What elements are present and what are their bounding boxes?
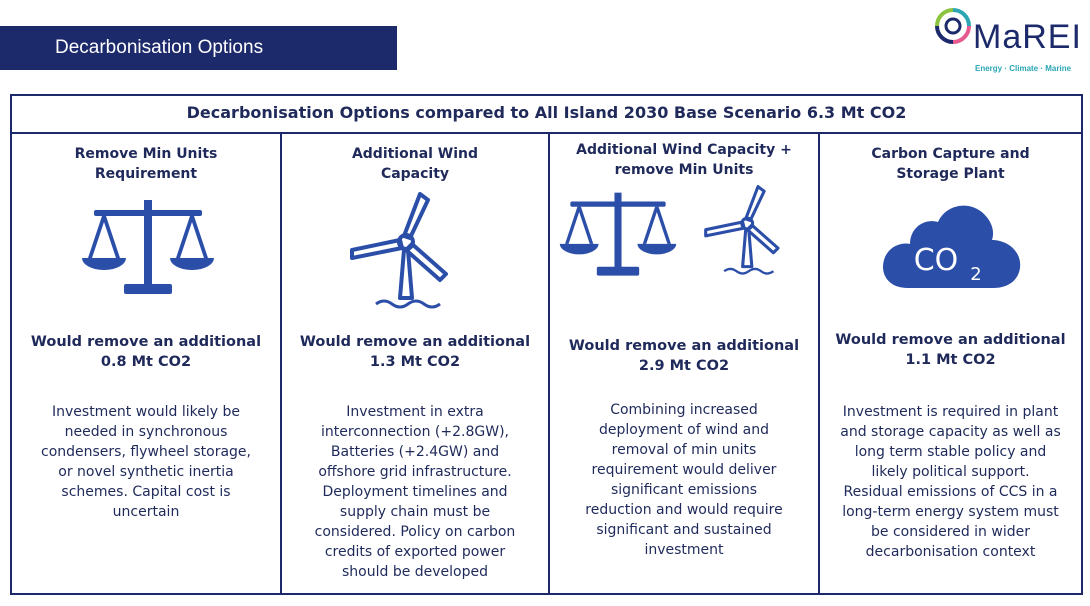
option-desc-line: long-term energy system must (842, 504, 1059, 520)
logo-mark-icon (935, 8, 971, 44)
option-desc-line: condensers, flywheel storage, (41, 444, 251, 460)
option-additional-wind: Additional Wind Capacity Would remove an… (280, 134, 548, 595)
option-desc-line: offshore grid infrastructure. (318, 464, 512, 480)
wind-turbine-icon (704, 185, 780, 275)
option-desc-line: long term stable policy and (854, 444, 1047, 460)
option-desc-line: deployment of wind and (598, 422, 770, 438)
option-desc-line: be considered in wider (871, 524, 1030, 540)
option-desc-line: interconnection (+2.8GW), (321, 424, 509, 440)
option-description: Investment would likely be needed in syn… (18, 402, 274, 522)
option-desc-line: Batteries (+2.4GW) and (330, 444, 500, 460)
option-desc-line: supply chain must be (339, 504, 491, 520)
option-description: Investment in extra interconnection (+2.… (288, 402, 542, 582)
option-title: Additional Wind Capacity (282, 144, 548, 184)
option-title: Additional Wind Capacity + remove Min Un… (550, 140, 818, 180)
option-desc-line: and storage capacity as well as (840, 424, 1061, 440)
panel-header: Decarbonisation Options compared to All … (12, 96, 1081, 134)
option-desc-line: credits of exported power (324, 544, 506, 560)
option-desc-line: Residual emissions of CCS in a (843, 484, 1058, 500)
option-desc-line: Investment would likely be (52, 404, 240, 420)
option-desc-line: requirement would deliver (591, 462, 777, 478)
scales-icon (82, 200, 214, 294)
option-remove-min-units: Remove Min Units Requirement Would remov… (12, 134, 280, 595)
option-desc-line: reduction and would require (585, 502, 783, 518)
option-result-line: Would remove an additional (568, 338, 800, 354)
option-desc-line: Investment is required in plant (842, 404, 1059, 420)
option-result: Would remove an additional 0.8 Mt CO2 (12, 332, 280, 372)
option-title-line: remove Min Units (614, 162, 754, 178)
option-result-line: Would remove an additional (299, 334, 531, 350)
option-title: Remove Min Units Requirement (12, 144, 280, 184)
option-desc-line: should be developed (341, 564, 489, 580)
option-result: Would remove an additional 2.9 Mt CO2 (550, 336, 818, 376)
option-desc-line: needed in synchronous (64, 424, 228, 440)
slide-title: Decarbonisation Options (0, 26, 397, 70)
option-desc-line: likely political support. (871, 464, 1030, 480)
option-result-line: 1.1 Mt CO2 (905, 352, 996, 368)
option-desc-line: Combining increased (610, 402, 758, 418)
option-description: Combining increased deployment of wind a… (556, 400, 812, 560)
option-wind-and-min-units: Additional Wind Capacity + remove Min Un… (548, 134, 818, 595)
option-result: Would remove an additional 1.3 Mt CO2 (282, 332, 548, 372)
option-desc-line: removal of min units (611, 442, 757, 458)
option-desc-line: decarbonisation context (865, 544, 1036, 560)
option-title-line: Requirement (94, 166, 198, 182)
option-desc-line: considered. Policy on carbon (314, 524, 516, 540)
option-result: Would remove an additional 1.1 Mt CO2 (820, 330, 1081, 370)
option-carbon-capture: Carbon Capture and Storage Plant CO 2 Wo… (818, 134, 1081, 595)
option-title-line: Capacity (380, 166, 450, 182)
option-result-line: Would remove an additional (30, 334, 262, 350)
option-desc-line: schemes. Capital cost is (61, 484, 231, 500)
option-title: Carbon Capture and Storage Plant (820, 144, 1081, 184)
option-desc-line: investment (644, 542, 724, 558)
wind-turbine-icon (350, 192, 448, 309)
marei-logo: MaREI Energy · Climate · Marine (933, 6, 1083, 76)
option-title-line: Remove Min Units (74, 146, 218, 162)
logo-name: MaREI (973, 18, 1082, 56)
option-title-line: Carbon Capture and (871, 146, 1030, 162)
option-result-line: 1.3 Mt CO2 (369, 354, 461, 370)
options-panel: Decarbonisation Options compared to All … (10, 94, 1083, 595)
co2-subscript: 2 (970, 264, 981, 285)
option-title-line: Additional Wind (351, 146, 479, 162)
option-title-line: Additional Wind Capacity + (576, 142, 792, 158)
option-title-line: Storage Plant (896, 166, 1005, 182)
option-description: Investment is required in plant and stor… (822, 402, 1079, 562)
scales-icon (559, 192, 677, 276)
option-desc-line: uncertain (112, 504, 180, 520)
option-desc-line: significant emissions (610, 482, 758, 498)
option-desc-line: or novel synthetic inertia (58, 464, 234, 480)
option-desc-line: significant and sustained (596, 522, 772, 538)
option-desc-line: Investment in extra (346, 404, 484, 420)
co2-label: CO (914, 243, 959, 278)
co2-cloud-icon: CO 2 (883, 205, 1021, 288)
option-result-line: Would remove an additional (835, 332, 1066, 348)
logo-tagline: Energy · Climate · Marine (975, 64, 1072, 73)
option-desc-line: Deployment timelines and (322, 484, 508, 500)
option-result-line: 0.8 Mt CO2 (100, 354, 192, 370)
option-result-line: 2.9 Mt CO2 (638, 358, 730, 374)
